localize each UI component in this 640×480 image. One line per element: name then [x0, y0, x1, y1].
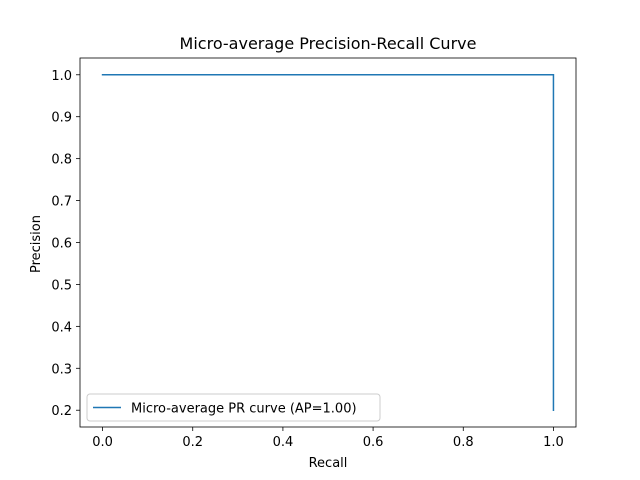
y-tick-label: 0.3 — [51, 362, 72, 377]
y-axis-label: Precision — [29, 215, 44, 273]
chart-title: Micro-average Precision-Recall Curve — [180, 34, 477, 53]
y-tick-label: 0.2 — [51, 404, 72, 419]
y-tick-label: 0.4 — [51, 320, 72, 335]
legend: Micro-average PR curve (AP=1.00) — [86, 393, 381, 422]
x-axis-label: Recall — [309, 456, 348, 471]
y-tick-label: 0.6 — [51, 237, 72, 252]
legend-box — [86, 393, 381, 422]
y-tick-label: 0.9 — [51, 111, 72, 126]
y-tick-label: 0.8 — [51, 153, 72, 168]
x-tick-label: 1.0 — [543, 435, 564, 450]
y-tick-label: 0.5 — [51, 278, 72, 293]
series-line-0 — [101, 74, 555, 411]
x-tick-label: 0.2 — [182, 435, 203, 450]
y-tick-label: 1.0 — [51, 69, 72, 84]
x-tick-label: 0.0 — [92, 435, 113, 450]
x-tick-label: 0.6 — [363, 435, 384, 450]
x-tick-label: 0.8 — [453, 435, 474, 450]
plot-area: 0.0 0.2 0.4 0.6 0.8 1.0 0.2 0.3 0.4 0.5 0.6 0.7 0.8 0… — [51, 57, 577, 450]
legend-label: Micro-average PR curve (AP=1.00) — [131, 402, 357, 417]
x-tick-label: 0.4 — [273, 435, 294, 450]
y-tick-label: 0.7 — [51, 195, 72, 210]
